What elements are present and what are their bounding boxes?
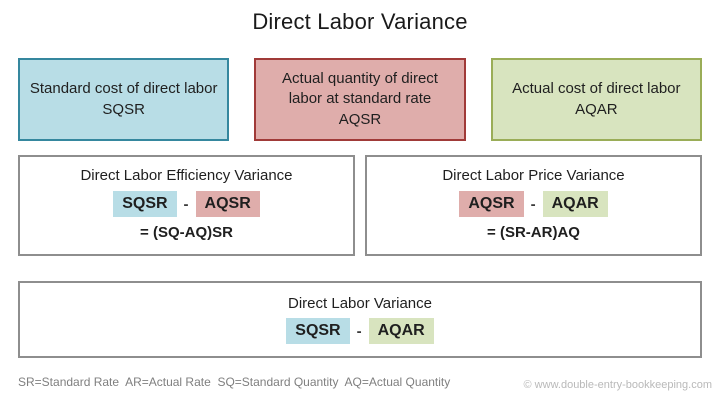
cost-box-description: Actual quantity of direct labor at stand… <box>282 70 438 108</box>
chip-aqar: AQAR <box>542 191 608 217</box>
variance-box-title: Direct Labor Variance <box>288 295 432 312</box>
copyright-notice: © www.double-entry-bookkeeping.com <box>523 379 712 391</box>
total-variance-box: Direct Labor Variance SQSR - AQAR <box>18 281 702 358</box>
chip-aqsr: AQSR <box>195 191 260 217</box>
cost-box-aqar: Actual cost of direct labor AQAR <box>490 58 702 141</box>
formula-chips: SQSR - AQAR <box>286 318 434 344</box>
abbreviation-legend: SR=Standard Rate AR=Actual Rate SQ=Stand… <box>18 375 451 389</box>
cost-boxes-row: Standard cost of direct labor SQSR Actua… <box>18 58 702 141</box>
cost-box-sqsr: Standard cost of direct labor SQSR <box>18 58 230 141</box>
price-variance-box: Direct Labor Price Variance AQSR - AQAR … <box>365 155 702 256</box>
variance-formula: = (SR-AR)AQ <box>487 224 580 241</box>
minus-operator: - <box>356 322 362 340</box>
efficiency-variance-box: Direct Labor Efficiency Variance SQSR - … <box>18 155 355 256</box>
chip-aqsr: AQSR <box>459 191 524 217</box>
chip-sqsr: SQSR <box>113 191 177 217</box>
formula-chips: SQSR - AQSR <box>113 191 260 217</box>
cost-box-code: AQSR <box>338 110 382 128</box>
minus-operator: - <box>183 195 189 213</box>
cost-box-description: Standard cost of direct labor <box>29 80 218 98</box>
diagram-title: Direct Labor Variance <box>252 9 468 34</box>
variance-formula: = (SQ-AQ)SR <box>140 224 233 241</box>
chip-aqar: AQAR <box>368 318 434 344</box>
minus-operator: - <box>530 195 536 213</box>
cost-box-description: Actual cost of direct labor <box>512 80 681 98</box>
variance-box-title: Direct Labor Price Variance <box>442 167 625 184</box>
cost-box-code: SQSR <box>102 101 145 118</box>
cost-box-aqsr: Actual quantity of direct labor at stand… <box>254 58 466 141</box>
chip-sqsr: SQSR <box>286 318 350 344</box>
variance-boxes-row: Direct Labor Efficiency Variance SQSR - … <box>18 155 702 256</box>
formula-chips: AQSR - AQAR <box>459 191 608 217</box>
cost-box-code: AQAR <box>575 101 618 118</box>
variance-box-title: Direct Labor Efficiency Variance <box>80 167 293 184</box>
